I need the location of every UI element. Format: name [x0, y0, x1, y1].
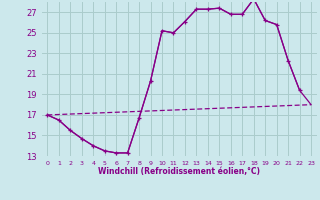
- X-axis label: Windchill (Refroidissement éolien,°C): Windchill (Refroidissement éolien,°C): [98, 167, 260, 176]
